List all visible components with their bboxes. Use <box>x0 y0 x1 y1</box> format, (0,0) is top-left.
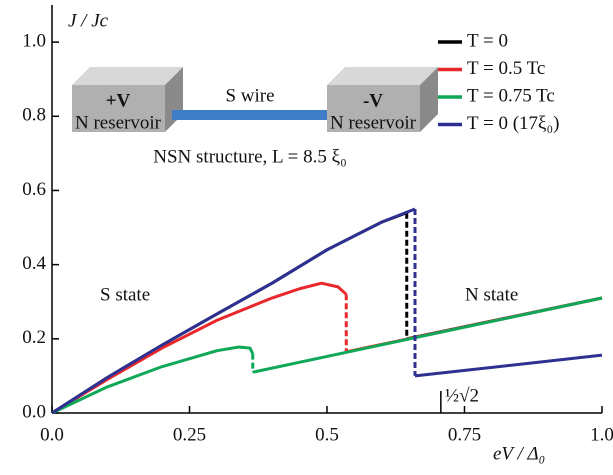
x-axis-label: eV / Δ₀ <box>493 443 545 464</box>
legend-label: T = 0.5 Tc <box>467 58 545 79</box>
series-line <box>51 211 408 415</box>
box-top <box>327 67 438 85</box>
legend-label: T = 0.75 Tc <box>467 85 555 106</box>
y-tick-label: 0.8 <box>22 105 46 126</box>
box-label: -V <box>363 90 383 111</box>
box-front <box>327 85 420 132</box>
series-line <box>252 296 603 374</box>
box-side <box>420 67 438 132</box>
box-sublabel: N reservoir <box>330 112 417 133</box>
y-tick-label: 0.4 <box>22 253 46 274</box>
annotation: N state <box>465 284 518 305</box>
marker-label: ½√2 <box>445 385 479 406</box>
series-line <box>51 281 348 415</box>
wire-label: S wire <box>225 85 274 106</box>
x-tick-label: 0.5 <box>315 424 339 445</box>
box-front <box>72 85 165 132</box>
series-line <box>414 353 603 378</box>
series-line <box>51 345 255 415</box>
inset-caption: NSN structure, L = 8.5 ξ₀ <box>153 146 346 167</box>
inset: +V N reservoir S wire -V N reservoir NSN… <box>72 67 438 167</box>
x-tick-label: 0.25 <box>173 424 206 445</box>
series-line <box>51 207 416 415</box>
x-tick-label: 0.75 <box>448 424 481 445</box>
box-label: +V <box>106 90 131 111</box>
legend-label: T = 0 <box>467 30 508 51</box>
y-tick-label: 0.6 <box>22 179 46 200</box>
box-sublabel: N reservoir <box>75 112 162 133</box>
annotation: S state <box>100 284 150 305</box>
box-top <box>72 67 183 85</box>
y-tick-label: 0.0 <box>22 401 46 422</box>
x-tick-label: 0.0 <box>40 424 64 445</box>
wire <box>172 110 327 120</box>
y-tick-label: 1.0 <box>22 30 46 51</box>
legend-label: T = 0 (17ξ₀) <box>467 113 559 134</box>
y-tick-label: 0.2 <box>22 327 46 348</box>
y-axis-label: J / Jc <box>68 10 109 31</box>
x-tick-label: 1.0 <box>590 424 613 445</box>
